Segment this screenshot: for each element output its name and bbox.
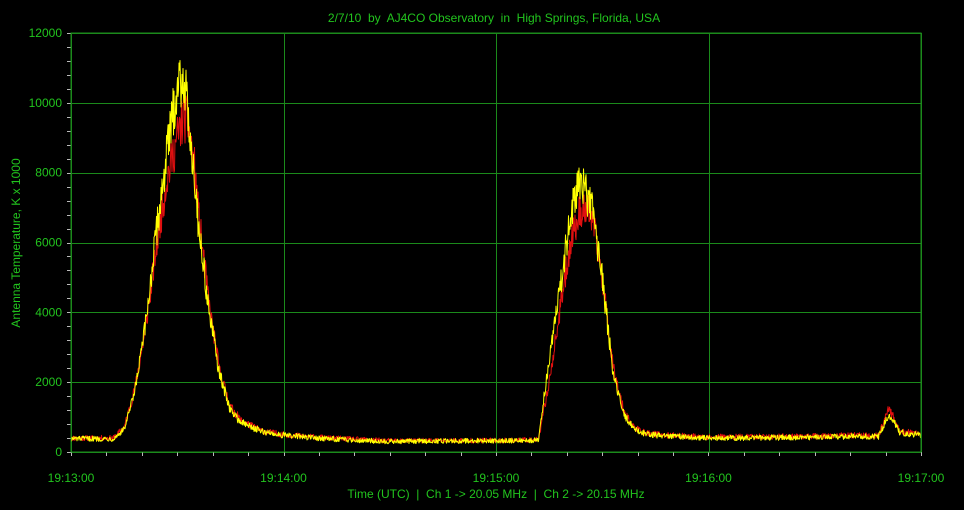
y-tick-label: 4000 <box>35 305 62 319</box>
x-tick-label: 19:13:00 <box>48 471 95 485</box>
x-tick-label: 19:14:00 <box>260 471 307 485</box>
x-tick-label: 19:16:00 <box>685 471 732 485</box>
y-tick-label: 12000 <box>29 26 63 40</box>
y-tick-labels: 0 2000 4000 6000 8000 10000 12000 <box>29 26 63 459</box>
x-tick-label: 19:15:00 <box>473 471 520 485</box>
y-tick-label: 8000 <box>35 166 62 180</box>
y-tick-label: 0 <box>55 445 62 459</box>
chart-title: 2/7/10 by AJ4CO Observatory in High Spri… <box>328 11 660 25</box>
y-axis-label: Antenna Temperature, K x 1000 <box>9 158 23 328</box>
x-tick-labels: 19:13:00 19:14:00 19:15:00 19:16:00 19:17:00 <box>48 471 945 485</box>
series-layer <box>70 59 922 445</box>
series-line-2 <box>70 59 922 445</box>
y-tick-label: 6000 <box>35 236 62 250</box>
minor-ticks <box>67 33 922 456</box>
y-tick-label: 2000 <box>35 375 62 389</box>
plot-frame <box>70 32 922 453</box>
y-tick-label: 10000 <box>29 96 63 110</box>
x-axis-label: Time (UTC) | Ch 1 -> 20.05 MHz | Ch 2 ->… <box>347 487 644 501</box>
x-tick-label: 19:17:00 <box>898 471 945 485</box>
